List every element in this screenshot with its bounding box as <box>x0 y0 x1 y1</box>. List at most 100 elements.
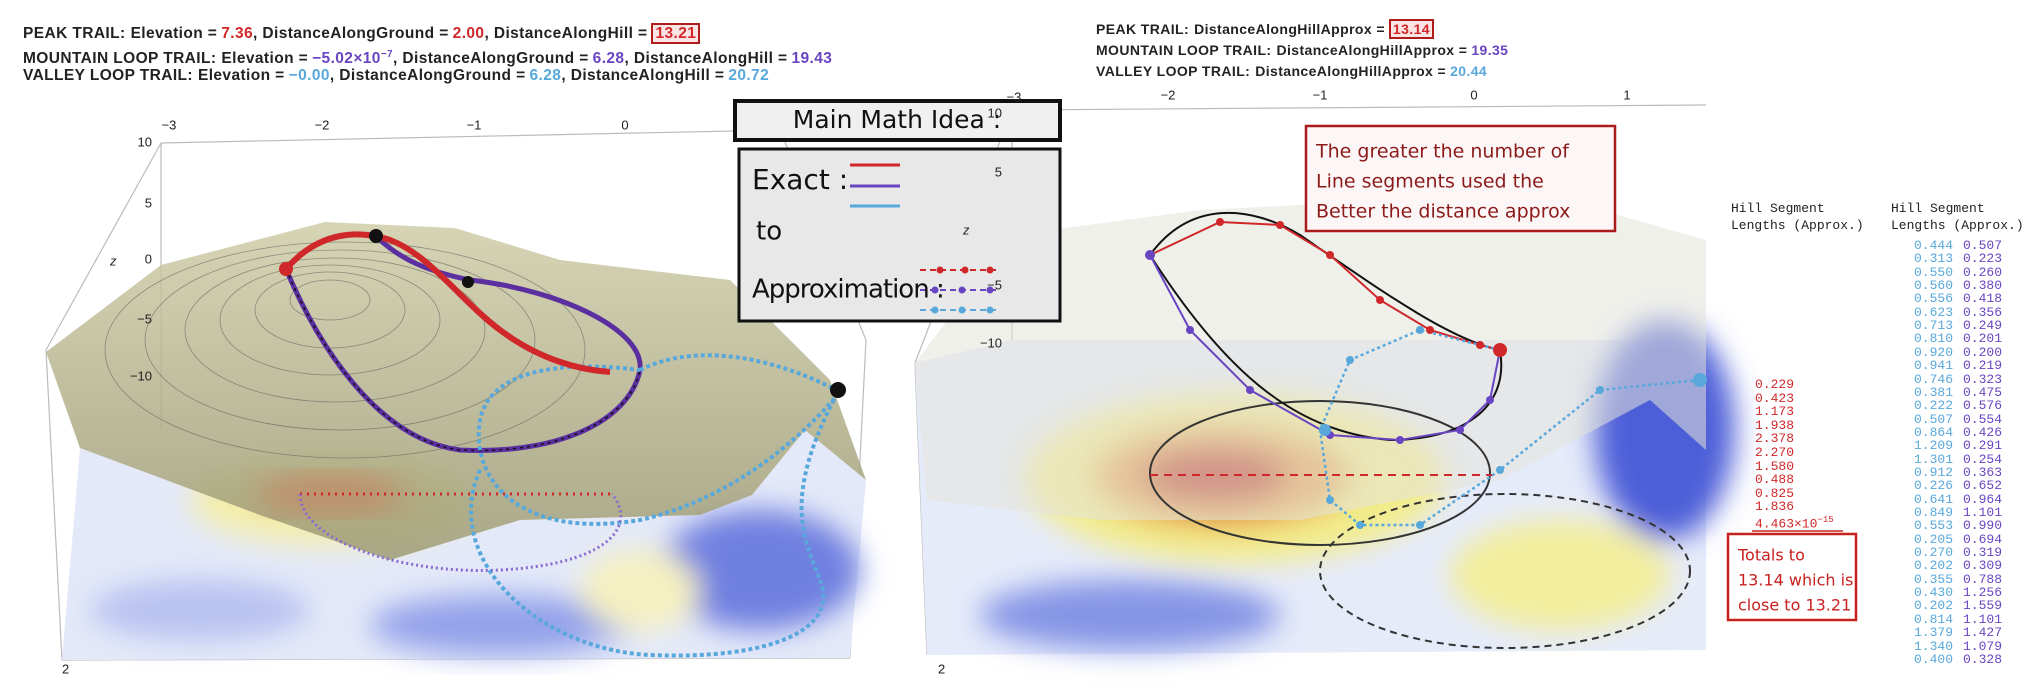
totals-box <box>1726 532 1858 622</box>
segment-length: 0.488 <box>1755 472 1795 488</box>
left-header: PEAK TRAIL: Elevation = 7.36, DistanceAlon… <box>23 23 832 86</box>
segment-length: 0.912 <box>1914 464 1954 480</box>
z-tick-label: −5 <box>987 277 1002 292</box>
segment-length: 0.229 <box>1755 377 1795 392</box>
segment-length: 0.825 <box>1755 485 1795 501</box>
segment-header: Hill Segment <box>1891 201 1985 216</box>
dot <box>369 229 383 243</box>
note-box <box>1304 124 1617 233</box>
value-text: 19.43 <box>791 50 833 68</box>
field-value: −5.02×10−7 <box>312 49 393 67</box>
left-plot <box>45 129 867 661</box>
exponent: −15 <box>1817 515 1834 525</box>
field-name: , DistanceAlongGround = <box>393 50 589 68</box>
segment-length: 0.475 <box>1963 384 2003 400</box>
z-tick-label: −10 <box>130 368 152 383</box>
value-text: −0.00 <box>288 67 330 84</box>
segment-length: 0.260 <box>1963 264 2003 280</box>
legend-to: to <box>756 217 782 247</box>
segment-header: Lengths (Approx.) <box>1891 218 2024 233</box>
mountain-approx <box>285 268 641 452</box>
segment-length: 0.226 <box>1914 478 1954 494</box>
z-tick-label: −5 <box>137 311 152 326</box>
segment-header: Hill Segment <box>1731 201 1825 216</box>
segment-length: 0.444 <box>1914 238 1954 253</box>
left-floor <box>62 430 866 660</box>
trail-name: MOUNTAIN LOOP TRAIL: <box>23 50 217 68</box>
segment-length: 0.291 <box>1963 438 2003 454</box>
value-text: 6.28 <box>592 50 625 68</box>
segment-length: 0.430 <box>1914 585 1954 601</box>
segment-length: 0.328 <box>1963 651 2003 667</box>
segment-length: 0.222 <box>1914 398 1954 414</box>
segment-length: 2.378 <box>1755 431 1795 447</box>
segment-length: 0.788 <box>1963 571 2003 587</box>
segment-length: 0.576 <box>1963 398 2003 414</box>
y-tick-label: 2 <box>938 661 945 676</box>
legend-lines <box>850 163 1000 314</box>
main-idea-box <box>733 99 1062 142</box>
field-name: , DistanceAlongHill = <box>484 25 648 42</box>
x-tick-label: 0 <box>621 117 628 132</box>
segment-length: 0.356 <box>1963 304 2003 320</box>
dot <box>830 382 846 398</box>
segment-length: 1.559 <box>1963 598 2003 614</box>
x-tick-label: −2 <box>1161 87 1176 102</box>
field-value: 2.00 <box>453 25 485 42</box>
z-tick-label: 5 <box>145 195 152 210</box>
segment-length: 0.363 <box>1963 464 2003 480</box>
trail-name: PEAK TRAIL: <box>23 25 126 42</box>
segment-length: 0.380 <box>1963 278 2003 294</box>
value-text: 2.00 <box>452 25 485 42</box>
segment-length: 1.340 <box>1914 638 1954 654</box>
left-surface <box>46 222 866 560</box>
value-text: 19.35 <box>1471 42 1509 58</box>
segment-length: 0.223 <box>1963 251 2003 267</box>
segment-length: 0.249 <box>1963 318 2003 334</box>
legend-approximation: Approximation : <box>752 275 944 305</box>
segment-length: 4.463×10−15 <box>1755 514 1834 530</box>
segment-length: 0.623 <box>1914 304 1954 320</box>
segment-length: 1.938 <box>1755 417 1795 433</box>
trail-name: PEAK TRAIL: <box>1096 21 1190 37</box>
value-text: 20.44 <box>1450 63 1488 79</box>
segment-length: 0.507 <box>1914 411 1954 427</box>
trail-name: MOUNTAIN LOOP TRAIL: <box>1096 42 1272 58</box>
x-tick-label: −3 <box>162 117 177 132</box>
field-name: Elevation = <box>221 50 309 68</box>
field-value: 13.21 <box>651 23 701 44</box>
value-text: 4.463×10 <box>1755 516 1818 532</box>
value-text: 6.28 <box>529 67 562 84</box>
segment-length: 0.849 <box>1914 505 1954 520</box>
field-name: DistanceAlongHillApprox = <box>1255 63 1447 79</box>
note-line: Better the distance approx <box>1316 201 1570 223</box>
valley-trail-lower <box>469 391 840 658</box>
x-tick-label: −2 <box>315 117 330 132</box>
dot <box>462 276 474 288</box>
segment-length: 1.836 <box>1755 499 1795 515</box>
x-tick-label: 0 <box>1470 87 1477 102</box>
segment-length: 1.256 <box>1963 585 2003 601</box>
field-name: Elevation = <box>130 25 218 42</box>
field-name: DistanceAlongHillApprox = <box>1276 42 1468 58</box>
segment-length: 0.814 <box>1914 611 1954 627</box>
segment-length: 1.580 <box>1755 458 1795 474</box>
z-label: z <box>109 253 117 268</box>
segment-length: 0.990 <box>1963 518 2003 534</box>
segment-length: 0.254 <box>1963 451 2003 467</box>
segment-length: 0.941 <box>1914 358 1954 374</box>
field-value: 6.28 <box>593 50 625 67</box>
field-value: 19.35 <box>1471 42 1508 58</box>
segment-length: 1.173 <box>1755 404 1795 420</box>
segment-length: 0.810 <box>1914 331 1954 347</box>
segment-length: 0.920 <box>1914 344 1954 360</box>
main-idea: Main Math Idea : <box>793 105 1001 134</box>
segment-length: 1.079 <box>1963 638 2003 654</box>
segment-length: 0.652 <box>1963 478 2003 494</box>
segment-length: 0.560 <box>1914 278 1954 294</box>
segment-length: 0.507 <box>1963 238 2003 253</box>
right-surface <box>915 200 1706 520</box>
field-value: 20.44 <box>1450 63 1487 79</box>
field-value: 20.72 <box>728 67 769 84</box>
